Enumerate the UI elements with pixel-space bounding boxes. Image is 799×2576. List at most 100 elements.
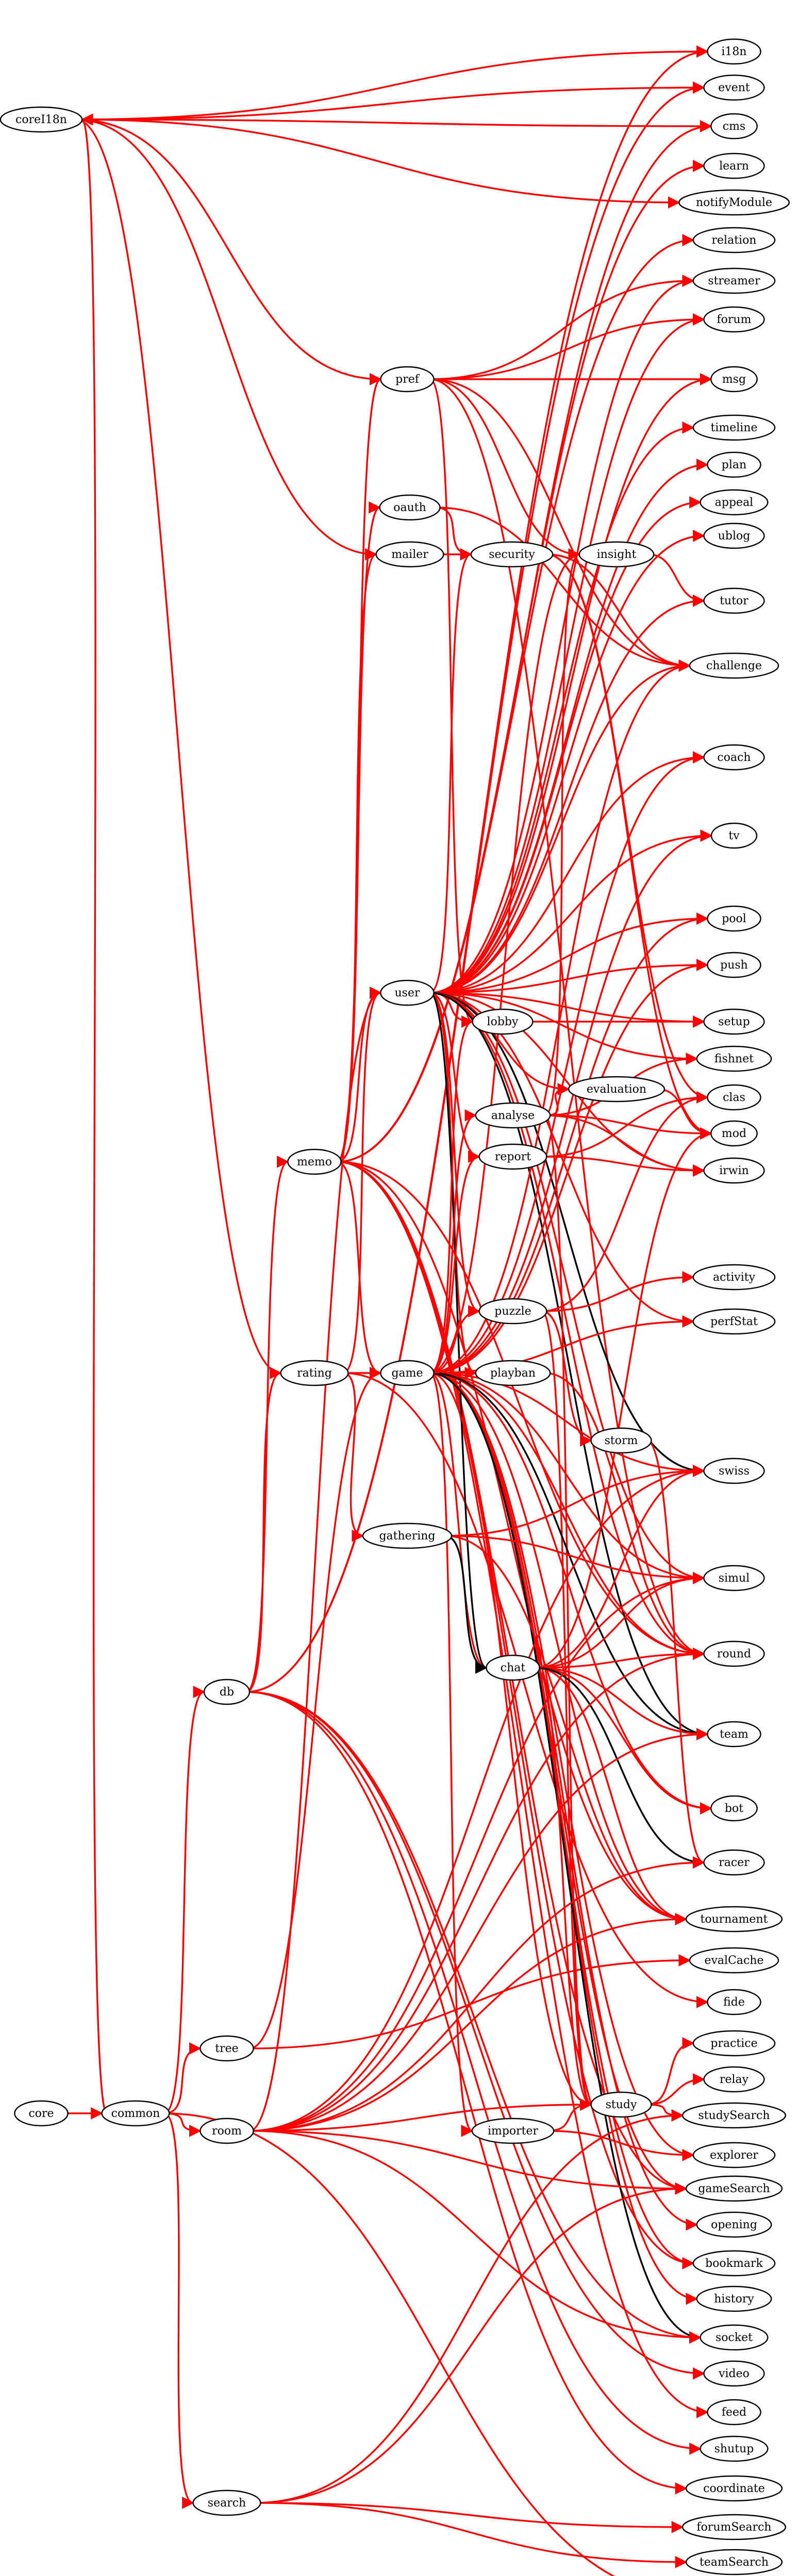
edge-memo-to-mailer [337, 554, 376, 1162]
edge-line [542, 1097, 708, 1311]
edge-coreI18n-to-pref [76, 120, 380, 379]
edge-line [430, 1373, 697, 2225]
node-label: lobby [487, 1015, 519, 1028]
edge-line [430, 379, 690, 666]
edge-line [647, 2043, 693, 2105]
node-tournament: tournament [686, 1907, 782, 1931]
node-i18n: i18n [707, 39, 760, 64]
node-label: mod [722, 1127, 746, 1140]
edge-line [542, 1277, 693, 1311]
node-label: evaluation [587, 1083, 646, 1096]
edge-line [430, 919, 708, 993]
node-clas: clas [707, 1085, 760, 1110]
node-feed: feed [707, 2400, 760, 2425]
edge-line [547, 2105, 591, 2131]
edge-line [430, 554, 471, 993]
node-label: tv [728, 829, 740, 842]
node-explorer: explorer [693, 2143, 775, 2167]
edge-search-to-gameSearch [256, 2189, 686, 2503]
edge-game-to-opening [430, 1373, 697, 2225]
node-label: puzzle [494, 1305, 531, 1318]
node-label: gathering [379, 1530, 435, 1543]
node-round: round [704, 1641, 764, 1666]
node-label: learn [719, 160, 749, 173]
node-relay: relay [704, 2067, 764, 2092]
node-perfStat: perfStat [693, 1309, 775, 1334]
edge-db-to-shutup [246, 1692, 700, 2449]
edge-line [648, 554, 704, 601]
node-label: perfStat [710, 1315, 758, 1328]
node-forum: forum [704, 307, 764, 332]
node-label: notifyModule [696, 196, 772, 209]
edge-puzzle-to-clas [542, 1097, 708, 1311]
edge-line [430, 379, 473, 1022]
node-label: pool [722, 912, 746, 925]
node-label: round [717, 1648, 751, 1660]
node-label: streamer [708, 275, 760, 287]
edge-room-to-racer [249, 1862, 704, 2131]
edge-common-to-db [164, 1692, 204, 2113]
node-label: relay [720, 2073, 749, 2086]
node-chat: chat [486, 1655, 539, 1680]
node-cms: cms [711, 114, 757, 139]
node-team: team [707, 1722, 760, 1747]
edge-coreI18n-to-mailer [76, 120, 376, 554]
node-label: socket [715, 2331, 753, 2344]
node-rating: rating [281, 1361, 348, 1385]
node-label: timeline [710, 421, 757, 434]
edge-study-to-studySearch [647, 2105, 683, 2115]
node-insight: insight [579, 542, 654, 567]
node-room: room [200, 2119, 253, 2143]
node-racer: racer [704, 1850, 764, 1875]
node-label: tournament [701, 1913, 768, 1926]
node-label: racer [719, 1856, 750, 1869]
node-label: cms [723, 120, 745, 133]
node-label: game [391, 1367, 423, 1380]
node-label: appeal [715, 496, 753, 509]
node-tutor: tutor [704, 588, 764, 613]
node-gathering: gathering [363, 1523, 452, 1548]
edge-line [76, 120, 376, 554]
node-forumSearch: forumSearch [683, 2515, 786, 2539]
edge-line [337, 1162, 381, 1373]
node-evalCache: evalCache [690, 1948, 778, 1973]
edge-db-to-video [246, 1692, 704, 2374]
node-label: chat [501, 1662, 526, 1674]
node-label: insight [597, 548, 637, 561]
node-label: pref [395, 373, 420, 386]
node-label: activity [713, 1271, 756, 1284]
node-label: rating [297, 1367, 332, 1380]
edge-line [430, 1022, 473, 1373]
edge-coreI18n-to-rating [76, 120, 280, 1373]
node-swiss: swiss [704, 1459, 764, 1483]
node-shutup: shutup [701, 2436, 768, 2461]
node-learn: learn [704, 154, 764, 178]
edge-line [647, 2079, 704, 2105]
edge-tree-to-game [249, 1373, 381, 2048]
node-core: core [14, 2101, 68, 2126]
node-history: history [697, 2286, 772, 2311]
node-studySearch: studySearch [683, 2103, 786, 2128]
node-challenge: challenge [690, 653, 778, 678]
node-coreI18n: coreI18n [1, 107, 82, 132]
edge-line [246, 1692, 704, 2374]
node-label: team [720, 1728, 748, 1741]
edge-line [249, 1373, 381, 2048]
edge-line [246, 1373, 280, 1692]
node-coordinate: coordinate [686, 2476, 782, 2501]
node-timeline: timeline [693, 415, 775, 440]
edge-line [337, 993, 381, 1162]
edge-line [337, 507, 380, 1162]
node-label: push [720, 959, 748, 972]
node-label: practice [710, 2037, 757, 2050]
edge-oauth-to-challenge [436, 507, 690, 666]
edge-study-to-relay [647, 2079, 704, 2105]
node-bookmark: bookmark [693, 2251, 775, 2276]
node-security: security [471, 542, 553, 567]
node-bot: bot [711, 1796, 757, 1821]
edge-game-to-lobby [430, 1022, 473, 1373]
node-opening: opening [697, 2212, 772, 2237]
node-label: relation [712, 234, 757, 247]
node-label: tree [215, 2042, 238, 2055]
node-mailer: mailer [376, 542, 444, 567]
